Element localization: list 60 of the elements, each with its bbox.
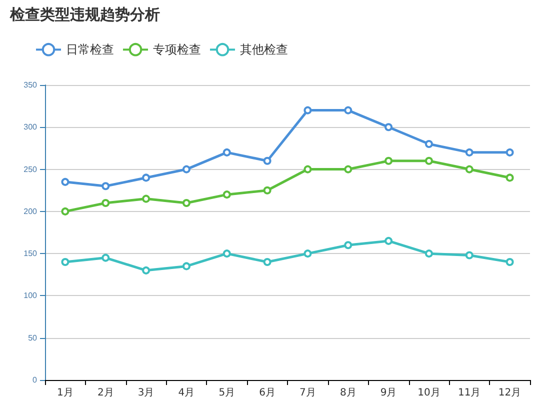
point [182,199,190,207]
point [465,148,474,156]
point [263,186,272,194]
point [102,182,110,190]
point [61,207,70,216]
point [222,148,231,156]
x-tick-label: 1月 [57,388,74,398]
x-tick-label: 3月 [138,388,154,398]
x-tick-label: 12月 [498,388,522,398]
x-tick-label: 10月 [418,388,440,398]
y-tick-label: 200 [24,206,38,216]
x-tick-label: 2月 [97,388,114,398]
y-tick-label: 150 [24,249,38,258]
point [344,106,352,114]
x-tick-label: 8月 [340,388,356,398]
point [142,174,150,182]
point [344,241,352,250]
point [102,254,110,262]
point [424,156,433,165]
point [222,250,231,258]
y-tick-label: 0 [32,376,38,384]
point [182,165,190,174]
point [465,165,474,174]
y-tick-label: 250 [24,164,38,174]
y-tick-label: 50 [28,333,38,342]
point [344,165,352,174]
point [384,236,393,245]
point [61,258,70,266]
point [263,156,272,165]
point [384,123,393,132]
point [465,251,474,260]
point [142,266,150,274]
point [222,190,231,199]
y-tick-label: 100 [24,291,38,300]
point [61,178,70,186]
legend-label: 其他检查 [240,42,288,57]
legend-label: 专项检查 [153,42,201,57]
x-tick-label: 7月 [300,388,316,398]
point [506,258,514,266]
point [424,250,433,258]
x-tick-label: 5月 [218,388,236,398]
chart-title: 检查类型违规趋势分析 [9,6,160,24]
point [182,262,190,270]
x-tick-label: 11月 [458,388,481,398]
y-tick-label: 300 [24,122,38,132]
point [304,106,312,114]
point [424,140,433,148]
point [142,194,150,203]
point [506,174,514,182]
x-tick-label: 6月 [259,388,276,398]
x-tick-label: 4月 [178,388,195,398]
point [304,250,312,258]
point [304,165,312,174]
point [263,258,272,266]
legend-label: 日常检查 [66,42,114,57]
point [506,148,514,156]
point [102,199,110,207]
point [384,156,393,165]
x-tick-label: 9月 [380,388,397,398]
y-tick-label: 350 [24,80,38,90]
